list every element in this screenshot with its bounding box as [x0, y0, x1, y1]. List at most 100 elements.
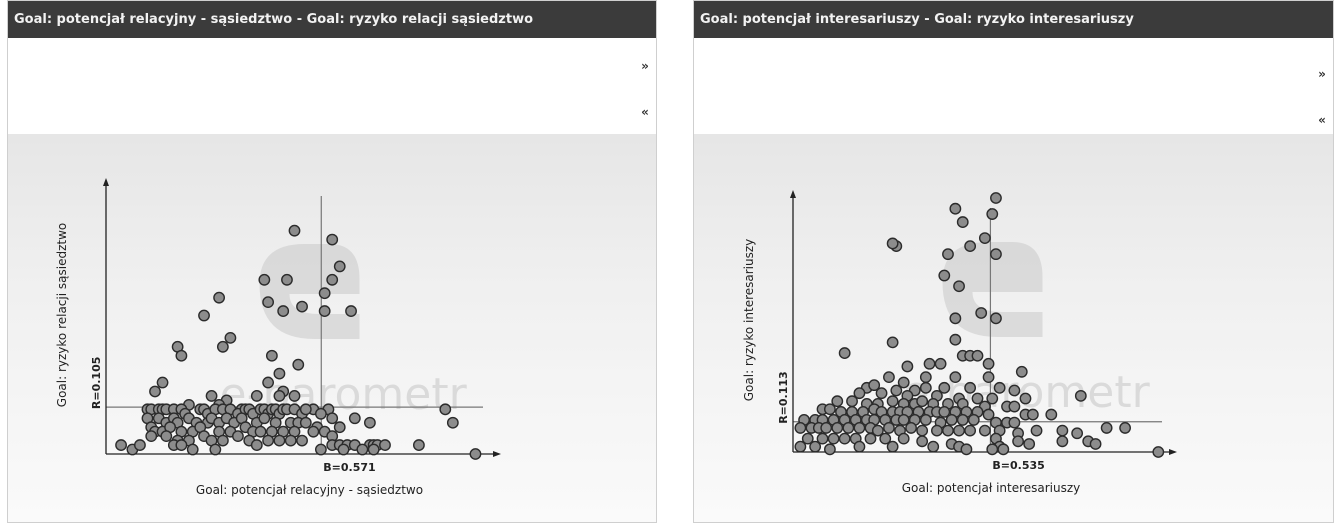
mean-x-label: B=0.571 — [323, 461, 375, 474]
scatter-point — [318, 305, 331, 317]
watermark-logo-icon — [259, 244, 360, 339]
scatter-point — [916, 435, 929, 448]
forward-icon[interactable]: » — [1318, 67, 1326, 81]
scatter-point — [1015, 365, 1028, 378]
scatter-point — [919, 381, 932, 394]
scatter-point — [115, 439, 127, 451]
scatter-point — [363, 416, 376, 429]
scatter-point — [990, 248, 1002, 261]
scatter-point — [919, 414, 932, 426]
scatter-point — [209, 443, 222, 456]
scatter-point — [356, 443, 369, 456]
scatter-point — [931, 424, 943, 437]
scatter-point — [1056, 424, 1069, 437]
scatter-point — [886, 336, 899, 349]
scatter-point — [1074, 389, 1087, 402]
scatter-point — [945, 414, 958, 426]
scatter-point — [934, 357, 947, 370]
scatter-point — [273, 390, 286, 402]
scatter-point — [905, 422, 917, 434]
scatter-point — [216, 434, 229, 447]
mean-y-label: R=0.113 — [777, 371, 790, 423]
back-icon[interactable]: « — [1318, 113, 1326, 127]
scatter-point — [439, 403, 452, 416]
scatter-point — [949, 312, 962, 325]
forward-icon[interactable]: » — [641, 59, 649, 73]
points — [115, 224, 482, 460]
panel-title: Goal: potencjał interesariuszy - Goal: r… — [694, 1, 1333, 38]
scatter-point — [964, 381, 977, 394]
scatter-point — [949, 202, 962, 215]
scatter-point — [224, 331, 237, 344]
scatter-point — [1056, 435, 1069, 448]
scatter-point — [923, 357, 936, 370]
scatter-point — [831, 422, 844, 434]
scatter-point — [993, 381, 1006, 394]
scatter-point — [794, 440, 807, 453]
y-axis-arrow-icon — [790, 190, 796, 198]
scatter-point — [823, 443, 836, 456]
scatter-point — [262, 434, 275, 447]
scatter-point — [413, 439, 425, 451]
scatter-point — [886, 237, 899, 250]
scatter-point — [846, 395, 858, 408]
scatter-point — [868, 379, 881, 392]
scatter-point — [842, 422, 855, 434]
scatter-point — [956, 216, 969, 228]
scatter-point — [964, 240, 977, 253]
scatter-point — [1023, 438, 1036, 450]
scatter-point — [986, 443, 999, 456]
scatter-point — [801, 432, 814, 445]
scatter-point — [1030, 424, 1043, 437]
scatter-point — [232, 430, 244, 443]
scatter-point — [213, 291, 226, 304]
scatter-point — [1026, 408, 1039, 421]
scatter-point — [379, 439, 391, 451]
scatter-point — [296, 434, 308, 447]
scatter-point — [853, 387, 866, 400]
scatter-point — [982, 371, 995, 384]
back-icon[interactable]: « — [641, 105, 649, 119]
scatter-point — [160, 430, 173, 443]
y-axis-title: Goal: ryzyko relacji sąsiedztwo — [55, 223, 69, 407]
scatter-point — [820, 422, 833, 434]
scatter-point — [838, 432, 851, 445]
scatter-point — [134, 439, 146, 451]
scatter-point — [964, 424, 977, 437]
scatter-point — [1008, 384, 1021, 397]
mean-y-label: R=0.105 — [90, 357, 103, 409]
scatter-point — [956, 414, 969, 426]
scatter-point — [186, 443, 199, 456]
scatter-point — [919, 371, 932, 384]
scatter-point — [831, 395, 844, 408]
scatter-point — [879, 432, 892, 445]
scatter-point — [1019, 392, 1032, 405]
scatter-point — [175, 439, 188, 451]
scatter-point — [318, 287, 331, 300]
scatter-point — [250, 439, 263, 451]
scatter-point — [1008, 400, 1021, 413]
scatter-point — [1089, 438, 1102, 450]
scatter-point — [288, 224, 301, 237]
scatter-point — [1012, 435, 1024, 448]
scatter-point — [254, 425, 267, 438]
scatter-point — [333, 421, 346, 434]
scatter-point — [901, 360, 914, 373]
scatter-point — [345, 305, 357, 317]
scatter-point — [978, 232, 991, 245]
panel-title: Goal: potencjał relacyjny - sąsiedztwo -… — [8, 1, 656, 38]
scatter-point — [273, 434, 286, 447]
scatter-point — [1119, 422, 1131, 434]
x-axis-arrow-icon — [1169, 449, 1177, 455]
scatter-point — [990, 192, 1002, 204]
scatter-point — [949, 371, 962, 384]
scatter-point — [284, 434, 297, 447]
scatter-point — [967, 414, 980, 426]
scatter-point — [288, 390, 301, 402]
scatter-point — [883, 371, 895, 384]
scatter-point — [949, 333, 962, 346]
scatter-point — [262, 296, 275, 309]
scatter-point — [326, 233, 339, 246]
scatter-point — [875, 387, 888, 400]
